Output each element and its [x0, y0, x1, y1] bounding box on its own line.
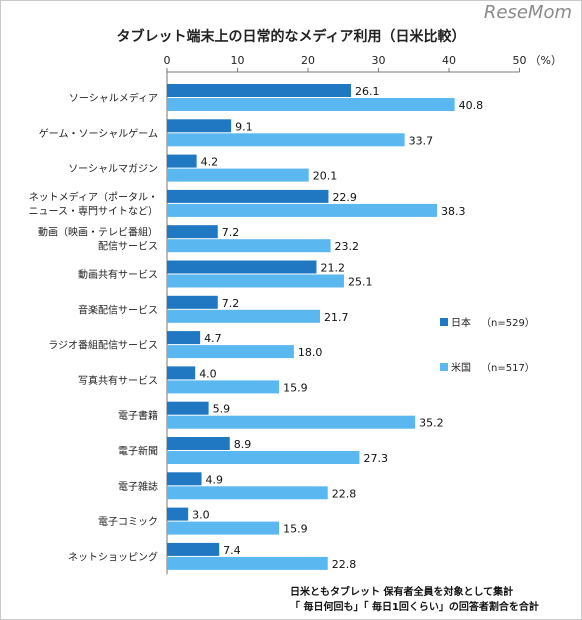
category-label: ネットショッピング: [68, 550, 158, 563]
bar-japan: [167, 472, 202, 486]
legend-label: 米国: [451, 361, 471, 374]
x-tick-label: 40: [442, 54, 456, 67]
legend-sample-size: （n=529）: [481, 317, 535, 329]
footnote-line-1: 日米ともタブレット 保有者全員を対象として集計: [290, 587, 514, 598]
bar-japan: [167, 401, 209, 415]
x-tick-label: 10: [231, 54, 245, 67]
category-label: 写真共有サービス: [78, 374, 158, 387]
bar-usa: [167, 309, 320, 323]
bar-usa: [167, 521, 280, 535]
legend-label: 日本: [451, 316, 471, 329]
chart-title: タブレット端末上の日常的なメディア利用（日米比較）: [116, 29, 466, 45]
bar-usa: [167, 133, 405, 147]
bar-usa: [167, 98, 455, 111]
bar-usa: [167, 239, 331, 253]
bar-usa: [167, 451, 360, 464]
category-label: 電子書籍: [118, 409, 158, 422]
bar-usa: [167, 486, 328, 500]
bar-usa: [167, 203, 438, 217]
data-label-japan: 4.7: [204, 332, 222, 345]
x-tick-label: 20: [301, 54, 315, 67]
bar-japan: [167, 225, 218, 239]
data-label-usa: 38.3: [441, 205, 466, 218]
category-label: ニュース・専門サイトなど）: [29, 205, 159, 217]
bar-japan: [167, 84, 352, 97]
category-label: ネットメディア（ポータル・: [29, 190, 158, 203]
data-label-usa: 35.2: [419, 417, 444, 430]
unit-label: （%）: [530, 54, 562, 67]
bar-usa: [167, 556, 328, 570]
data-label-japan: 22.9: [332, 191, 357, 204]
bar-japan: [167, 260, 317, 274]
data-label-japan: 5.9: [213, 403, 231, 416]
bar-japan: [167, 295, 218, 309]
data-label-usa: 33.7: [409, 134, 434, 147]
data-label-usa: 25.1: [348, 276, 373, 289]
category-label: 電子新聞: [118, 445, 158, 458]
x-tick-label: 0: [164, 54, 171, 67]
bar-japan: [167, 189, 329, 203]
bar-japan: [167, 366, 196, 380]
data-label-usa: 23.2: [335, 240, 360, 253]
x-tick-label: 30: [372, 54, 386, 67]
data-label-japan: 4.2: [201, 156, 219, 169]
category-label: 動画（映画・テレビ番組）: [38, 226, 158, 239]
bar-japan: [167, 119, 232, 133]
data-label-usa: 22.8: [332, 558, 357, 571]
category-label: ソーシャルマガジン: [68, 163, 158, 175]
category-label: ゲーム・ソーシャルゲーム: [39, 128, 158, 140]
data-label-usa: 21.7: [324, 311, 349, 324]
bar-japan: [167, 331, 201, 345]
category-label: 音楽配信サービス: [78, 303, 158, 316]
data-label-usa: 40.8: [459, 99, 484, 112]
x-tick-label: 50: [513, 54, 527, 67]
data-label-japan: 8.9: [234, 438, 252, 451]
bar-usa: [167, 380, 280, 394]
category-label: 配信サービス: [98, 241, 158, 253]
bar-japan: [167, 507, 189, 521]
data-label-japan: 7.2: [222, 297, 240, 310]
data-label-japan: 21.2: [320, 262, 345, 275]
category-label: 電子雑誌: [118, 480, 158, 493]
data-label-japan: 4.0: [199, 367, 217, 380]
legend-swatch: [440, 318, 448, 326]
legend-sample-size: （n=517）: [481, 362, 535, 374]
data-label-japan: 9.1: [235, 120, 253, 133]
data-label-usa: 20.1: [313, 170, 338, 183]
bar-japan: [167, 542, 220, 556]
legend-swatch: [440, 363, 448, 371]
category-label: 電子コミック: [98, 516, 158, 528]
bar-japan: [167, 437, 230, 450]
data-label-japan: 26.1: [355, 85, 380, 98]
data-label-usa: 22.8: [332, 487, 357, 500]
category-label: ラジオ番組配信サービス: [48, 339, 158, 352]
data-label-usa: 18.0: [298, 346, 323, 359]
data-label-usa: 15.9: [283, 523, 308, 536]
footnote-line-2: 「 毎日何回も」「 毎日1回くらい」の回答者割合を合計: [290, 602, 539, 613]
bar-usa: [167, 345, 294, 359]
data-label-japan: 3.0: [192, 509, 210, 522]
bar-usa: [167, 415, 416, 429]
data-label-japan: 4.9: [206, 473, 224, 486]
bar-usa: [167, 274, 344, 288]
data-label-usa: 27.3: [363, 452, 388, 465]
watermark-logo: ReseMom: [483, 2, 572, 23]
category-label: ソーシャルメディア: [69, 92, 158, 105]
data-label-japan: 7.2: [222, 226, 240, 239]
data-label-usa: 15.9: [283, 381, 308, 394]
bar-usa: [167, 168, 309, 182]
data-label-japan: 7.4: [223, 544, 241, 557]
category-label: 動画共有サービス: [78, 268, 158, 281]
bar-japan: [167, 154, 197, 168]
